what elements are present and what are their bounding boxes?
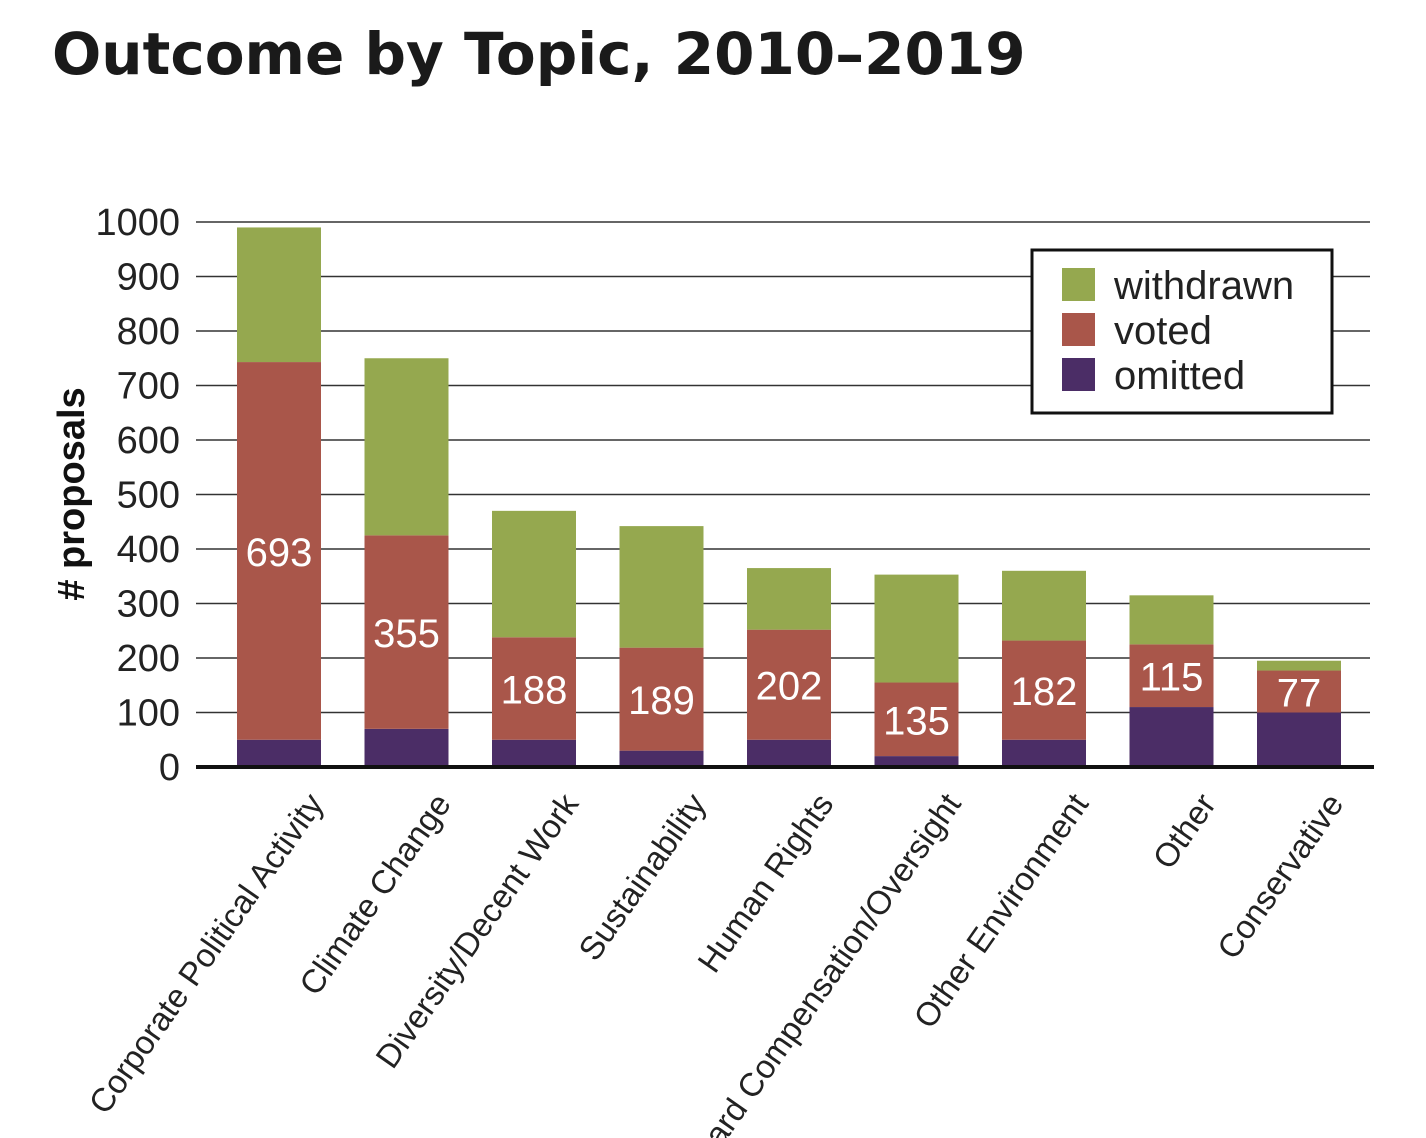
bar-omitted bbox=[619, 750, 704, 767]
bars: 693 355 188 189 202 135 182 115 77 bbox=[237, 227, 1341, 767]
y-tick-label: 900 bbox=[117, 257, 180, 299]
bar-voted bbox=[747, 629, 831, 740]
bar-voted bbox=[237, 362, 321, 740]
x-category-label: Human Rights bbox=[690, 787, 840, 980]
bar-withdrawn bbox=[237, 227, 321, 363]
bar-omitted bbox=[237, 739, 321, 767]
y-axis-title: # proposals bbox=[51, 387, 93, 600]
data-label: 693 bbox=[246, 531, 313, 575]
bar-omitted bbox=[1257, 712, 1341, 767]
bar-omitted bbox=[1002, 739, 1086, 767]
legend-label-omitted: omitted bbox=[1114, 354, 1245, 398]
y-tick-label: 500 bbox=[117, 475, 180, 517]
y-tick-label: 400 bbox=[117, 529, 180, 571]
bar-voted bbox=[1002, 640, 1086, 740]
bar-omitted bbox=[747, 739, 831, 767]
legend-label-withdrawn: withdrawn bbox=[1113, 264, 1294, 308]
bar-voted bbox=[874, 682, 959, 757]
y-tick-label: 100 bbox=[117, 693, 180, 735]
data-label: 202 bbox=[756, 665, 823, 709]
y-axis-ticks: 0 100 200 300 400 500 600 700 800 900 1000 bbox=[95, 202, 180, 789]
bar-withdrawn bbox=[1129, 595, 1214, 645]
legend-swatch-voted bbox=[1062, 313, 1095, 346]
x-category-label: Conservative bbox=[1210, 787, 1351, 966]
x-category-label: Sustainability bbox=[571, 786, 713, 967]
bar-voted bbox=[492, 637, 576, 740]
data-label: 189 bbox=[628, 679, 695, 723]
bar-withdrawn bbox=[874, 574, 959, 683]
bar-voted bbox=[1257, 670, 1341, 713]
bar-withdrawn bbox=[1002, 570, 1086, 641]
data-label: 182 bbox=[1011, 670, 1078, 714]
bar-omitted bbox=[874, 756, 959, 767]
bar-voted bbox=[364, 535, 449, 729]
data-label: 77 bbox=[1277, 672, 1322, 716]
legend-swatch-omitted bbox=[1062, 358, 1095, 391]
bar-voted bbox=[1129, 644, 1214, 708]
y-tick-label: 0 bbox=[159, 747, 180, 789]
data-label: 188 bbox=[501, 669, 568, 713]
x-category-label: Corporate Political Activity bbox=[81, 786, 330, 1120]
chart-title: Outcome by Topic, 2010–2019 bbox=[52, 20, 1026, 88]
y-tick-label: 600 bbox=[117, 420, 180, 462]
bar-omitted bbox=[364, 728, 449, 767]
y-tick-label: 300 bbox=[117, 584, 180, 626]
bar-omitted bbox=[492, 739, 576, 767]
bar-withdrawn bbox=[619, 526, 704, 648]
x-category-label: Other bbox=[1145, 787, 1223, 876]
data-label: 355 bbox=[373, 612, 440, 656]
y-tick-label: 800 bbox=[117, 311, 180, 353]
bar-withdrawn bbox=[492, 510, 576, 638]
legend-swatch-withdrawn bbox=[1062, 268, 1095, 301]
bar-omitted bbox=[1129, 707, 1214, 767]
data-label: 115 bbox=[1140, 656, 1204, 700]
bar-withdrawn bbox=[1257, 660, 1341, 671]
y-tick-label: 200 bbox=[117, 638, 180, 680]
bar-withdrawn bbox=[747, 568, 831, 630]
legend-label-voted: voted bbox=[1114, 309, 1212, 353]
y-tick-label: 1000 bbox=[95, 202, 180, 244]
bar-withdrawn bbox=[364, 358, 449, 536]
bar-voted bbox=[619, 647, 704, 751]
y-tick-label: 700 bbox=[117, 366, 180, 408]
data-label: 135 bbox=[883, 699, 950, 743]
